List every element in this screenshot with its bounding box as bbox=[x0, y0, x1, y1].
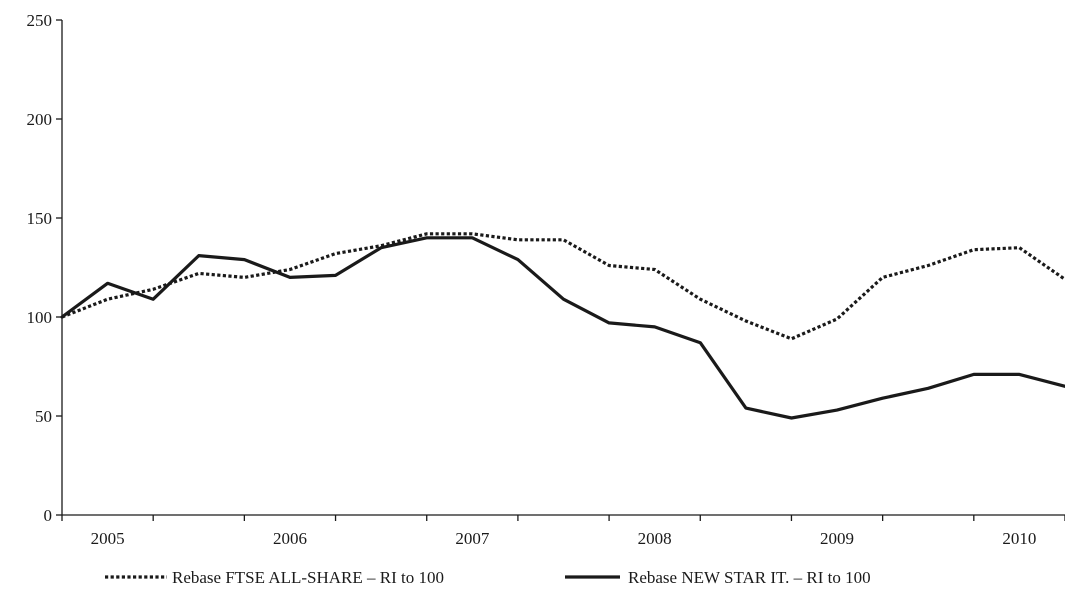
series-ftse-all-share-line bbox=[61, 232, 1065, 341]
y-tick-label: 50 bbox=[35, 407, 52, 426]
x-tick-label: 2010 bbox=[1002, 529, 1036, 548]
x-tick-label: 2007 bbox=[455, 529, 490, 548]
x-tick-label: 2009 bbox=[820, 529, 854, 548]
y-axis: 0 50 100 150 200 250 bbox=[27, 11, 63, 525]
y-tick-label: 0 bbox=[44, 506, 53, 525]
legend: Rebase FTSE ALL-SHARE – RI to 100 Rebase … bbox=[105, 568, 871, 587]
x-axis: 2005 2006 2007 2008 2009 2010 bbox=[61, 514, 1065, 548]
x-tick-label: 2006 bbox=[273, 529, 307, 548]
x-tick-label: 2008 bbox=[638, 529, 672, 548]
y-tick-label: 200 bbox=[27, 110, 53, 129]
series-layer bbox=[60, 232, 1065, 420]
x-tick-label: 2005 bbox=[91, 529, 125, 548]
series-new-star-it-line bbox=[60, 236, 1065, 420]
legend-label: Rebase FTSE ALL-SHARE – RI to 100 bbox=[172, 568, 444, 587]
y-tick-label: 250 bbox=[27, 11, 53, 30]
y-tick-label: 150 bbox=[27, 209, 53, 228]
legend-label: Rebase NEW STAR IT. – RI to 100 bbox=[628, 568, 871, 587]
y-tick-label: 100 bbox=[27, 308, 53, 327]
